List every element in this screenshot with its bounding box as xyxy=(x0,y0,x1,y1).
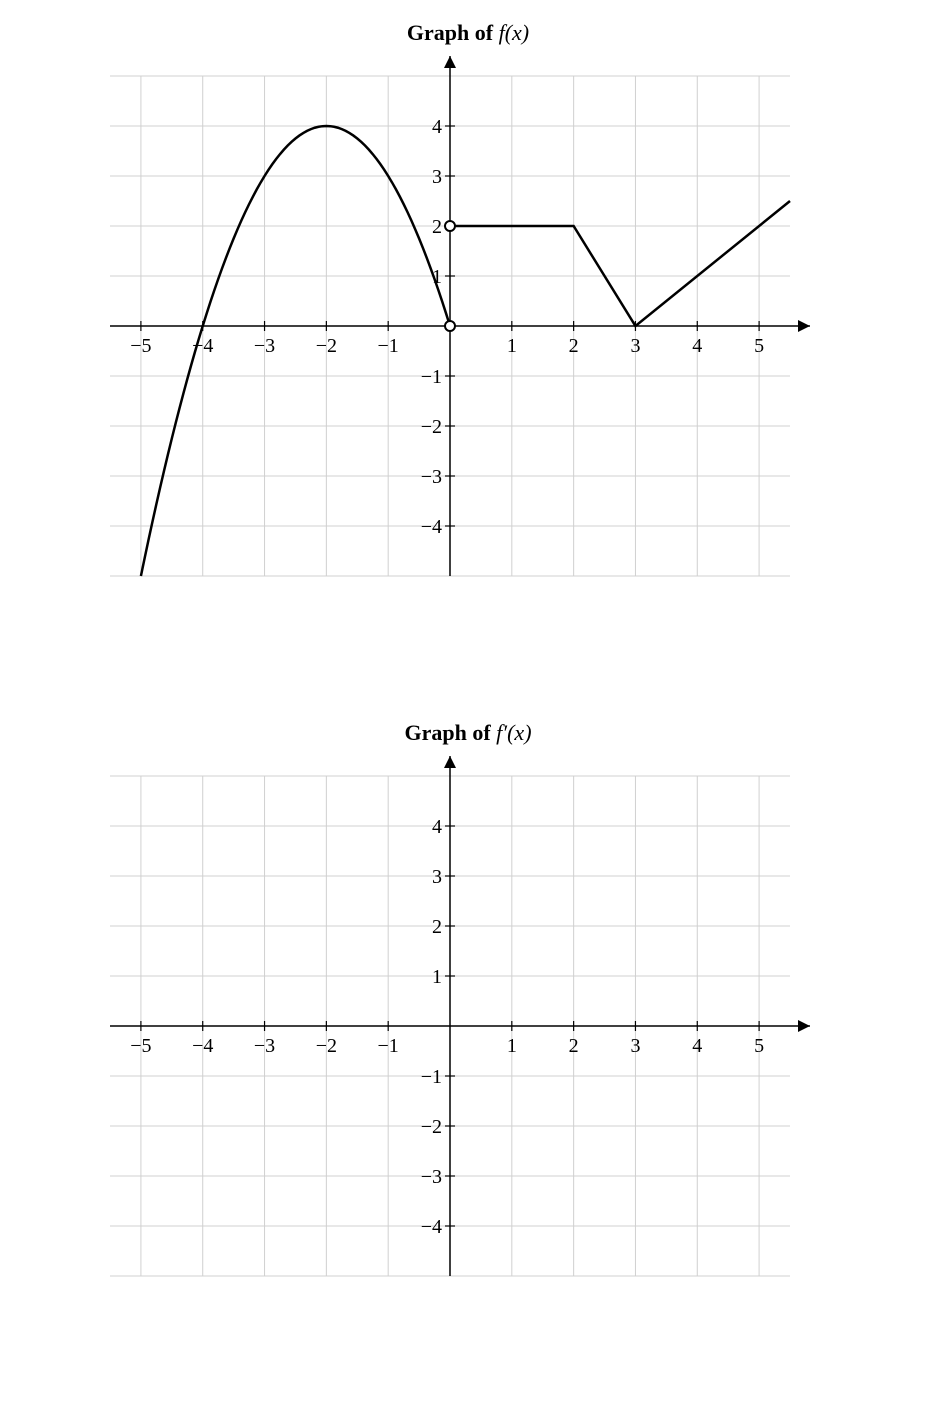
chart-svg-f: −5−4−3−2−112345−4−3−2−11234 xyxy=(50,46,850,606)
y-tick-label: −4 xyxy=(421,1216,442,1238)
series-right-piecewise xyxy=(450,201,790,326)
open-point xyxy=(445,321,455,331)
x-tick-label: 3 xyxy=(630,1035,640,1057)
page: Graph of f(x) −5 −4 −3 −2 −1 1 2 3 4 5 −4 −3 −2 −1 1 2 3… xyxy=(0,0,936,1414)
y-tick-label: 1 xyxy=(432,966,442,988)
title-function: f′(x) xyxy=(496,720,531,745)
y-tick-label: −3 xyxy=(421,1166,442,1188)
x-tick-label: −3 xyxy=(254,335,275,357)
chart-title-f: Graph of f(x) xyxy=(0,20,936,46)
ticks: −5 −4 −3 −2 −1 1 2 3 4 5 −4 −3 −2 −1 1 2 3 4 xyxy=(130,816,764,1238)
y-tick-label: 3 xyxy=(432,166,442,188)
x-tick-label: 1 xyxy=(507,335,517,357)
x-tick-label: −1 xyxy=(378,335,399,357)
x-tick-label: 4 xyxy=(692,1035,702,1057)
title-function: f(x) xyxy=(499,20,530,45)
chart-block-f: Graph of f(x) −5−4−3−2−112345−4−3−2−1123… xyxy=(0,20,936,606)
x-tick-label: 5 xyxy=(754,1035,764,1057)
x-tick-label: 1 xyxy=(507,1035,517,1057)
x-tick-label: 5 xyxy=(754,335,764,357)
title-prefix: Graph of xyxy=(407,20,499,45)
y-tick-label: −1 xyxy=(421,1066,442,1088)
series-parabola xyxy=(141,126,450,576)
y-tick-label: 4 xyxy=(432,816,442,838)
x-tick-label: −3 xyxy=(254,1035,275,1057)
x-tick-label: −5 xyxy=(130,1035,151,1057)
chart-block-fprime: Graph of f′(x) −5 −4 −3 −2 −1 1 2 3 4 5 −4 −3 −2 −1 1 2… xyxy=(0,720,936,1306)
y-tick-label: −2 xyxy=(421,416,442,438)
x-tick-label: −4 xyxy=(192,1035,213,1057)
x-tick-label: −5 xyxy=(130,335,151,357)
title-prefix: Graph of xyxy=(404,720,496,745)
y-tick-label: −1 xyxy=(421,366,442,388)
chart-svg-fprime: −5 −4 −3 −2 −1 1 2 3 4 5 −4 −3 −2 −1 1 2 3 4 xyxy=(50,746,850,1306)
x-tick-label: −2 xyxy=(316,335,337,357)
x-tick-label: 4 xyxy=(692,335,702,357)
axes xyxy=(110,756,810,1276)
axes xyxy=(110,56,810,576)
y-tick-label: −4 xyxy=(421,516,442,538)
x-tick-label: 2 xyxy=(569,1035,579,1057)
x-tick-label: 2 xyxy=(569,335,579,357)
x-tick-label: −1 xyxy=(378,1035,399,1057)
open-point xyxy=(445,221,455,231)
y-tick-label: 3 xyxy=(432,866,442,888)
y-tick-label: 4 xyxy=(432,116,442,138)
y-tick-label: −2 xyxy=(421,1116,442,1138)
y-tick-label: 2 xyxy=(432,916,442,938)
y-tick-label: 2 xyxy=(432,216,442,238)
y-tick-label: −3 xyxy=(421,466,442,488)
chart-title-fprime: Graph of f′(x) xyxy=(0,720,936,746)
x-tick-label: −2 xyxy=(316,1035,337,1057)
x-tick-label: 3 xyxy=(630,335,640,357)
